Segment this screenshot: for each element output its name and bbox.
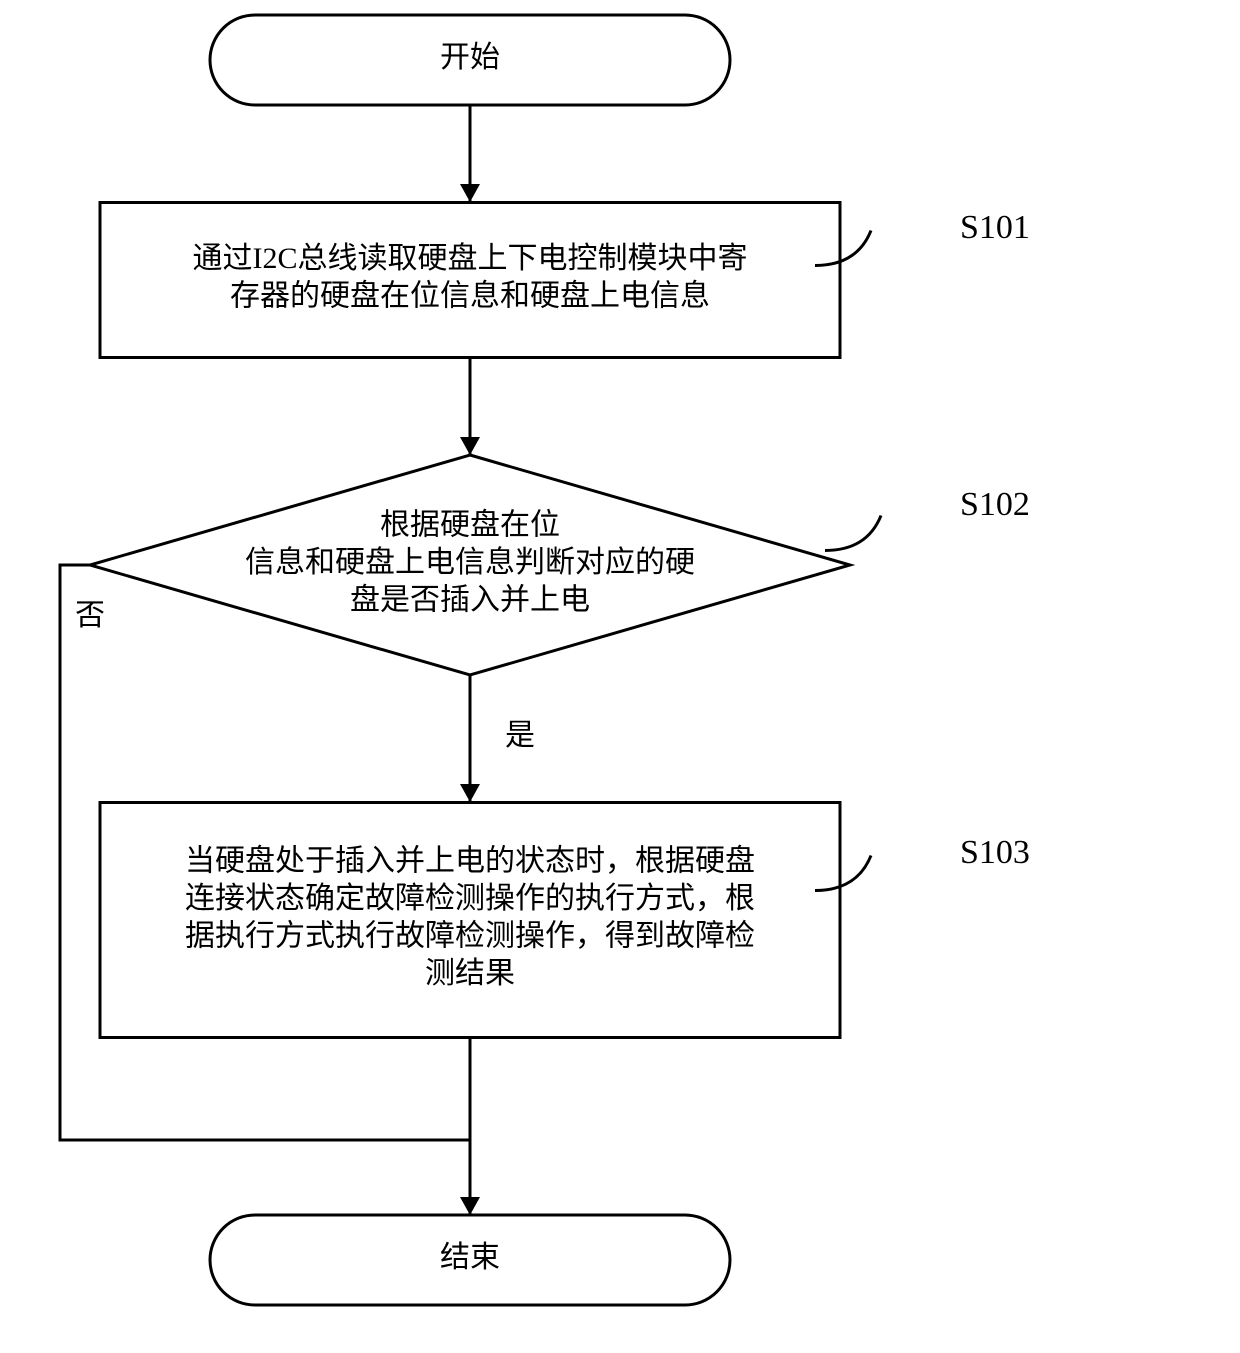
end-text-line-0: 结束: [440, 1241, 500, 1274]
s102-text-line-2: 盘是否插入并上电: [350, 583, 590, 616]
edge-label-4: 否: [75, 599, 105, 632]
s103-text-line-2: 据执行方式执行故障检测操作，得到故障检: [185, 920, 755, 953]
step-label-text-s103: S103: [960, 834, 1030, 871]
end: 结束: [210, 1215, 730, 1305]
s101: 通过I2C总线读取硬盘上下电控制模块中寄存器的硬盘在位信息和硬盘上电信息: [100, 203, 840, 358]
s103-text-line-0: 当硬盘处于插入并上电的状态时，根据硬盘: [185, 845, 755, 878]
s103-text-line-3: 测结果: [425, 957, 515, 990]
s103: 当硬盘处于插入并上电的状态时，根据硬盘连接状态确定故障检测操作的执行方式，根据执…: [100, 803, 840, 1038]
s101-text-line-0: 通过I2C总线读取硬盘上下电控制模块中寄: [193, 242, 748, 275]
start: 开始: [210, 15, 730, 105]
s103-text-line-1: 连接状态确定故障检测操作的执行方式，根: [185, 882, 755, 915]
start-text-line-0: 开始: [440, 41, 500, 74]
s102-text-line-0: 根据硬盘在位: [380, 508, 560, 541]
edge-label-2: 是: [505, 719, 535, 752]
step-label-text-s101: S101: [960, 209, 1030, 246]
s101-text-line-1: 存器的硬盘在位信息和硬盘上电信息: [230, 280, 710, 313]
s102-text-line-1: 信息和硬盘上电信息判断对应的硬: [245, 546, 695, 579]
step-label-text-s102: S102: [960, 486, 1030, 523]
